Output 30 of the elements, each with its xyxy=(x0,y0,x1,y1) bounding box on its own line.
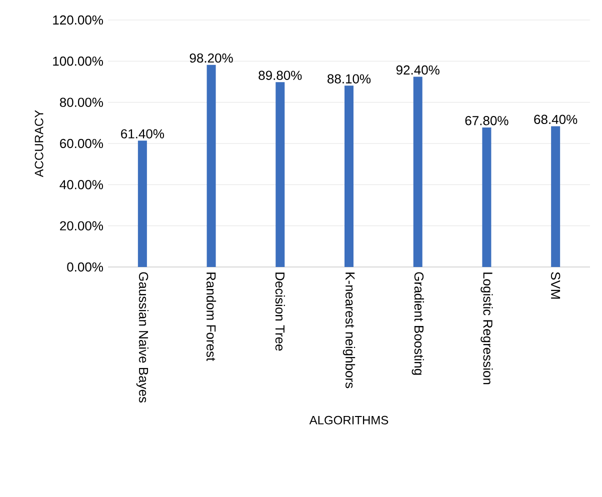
bar xyxy=(551,126,560,267)
bar xyxy=(482,127,492,267)
y-tick-label: 100.00% xyxy=(53,56,103,66)
data-label: 61.40% xyxy=(121,129,164,138)
bar xyxy=(344,86,354,267)
y-tick-label: 60.00% xyxy=(60,138,103,148)
y-tick-label: 40.00% xyxy=(60,180,103,190)
y-tick-label: 80.00% xyxy=(60,98,103,107)
x-tick-label: Logistic Regression xyxy=(480,272,493,384)
x-axis-title: ALGORITHMS xyxy=(309,416,388,424)
y-tick-label: 0.00% xyxy=(67,262,103,272)
bar xyxy=(276,82,285,267)
y-tick-label: 120.00% xyxy=(53,15,103,25)
x-tick-label: Decision Tree xyxy=(275,272,285,351)
bar xyxy=(138,140,147,267)
bar xyxy=(206,64,216,267)
data-label: 89.80% xyxy=(258,70,302,80)
y-tick-label: 20.00% xyxy=(60,221,103,230)
bar xyxy=(413,76,422,267)
data-label: 68.40% xyxy=(534,114,578,124)
data-label: 98.20% xyxy=(190,53,233,63)
data-label: 88.10% xyxy=(328,74,371,84)
x-tick-label: Gaussian Naive Bayes xyxy=(136,272,148,403)
x-tick-label: SVM xyxy=(550,272,560,299)
x-tick-label: K-nearest neighbors xyxy=(342,272,356,388)
y-axis-title: ACCURACY xyxy=(34,110,44,178)
x-tick-label: Gradient Boosting xyxy=(412,272,424,375)
x-tick-label: Random Forest xyxy=(206,272,216,362)
data-label: 67.80% xyxy=(465,116,508,126)
data-label: 92.40% xyxy=(396,65,440,75)
